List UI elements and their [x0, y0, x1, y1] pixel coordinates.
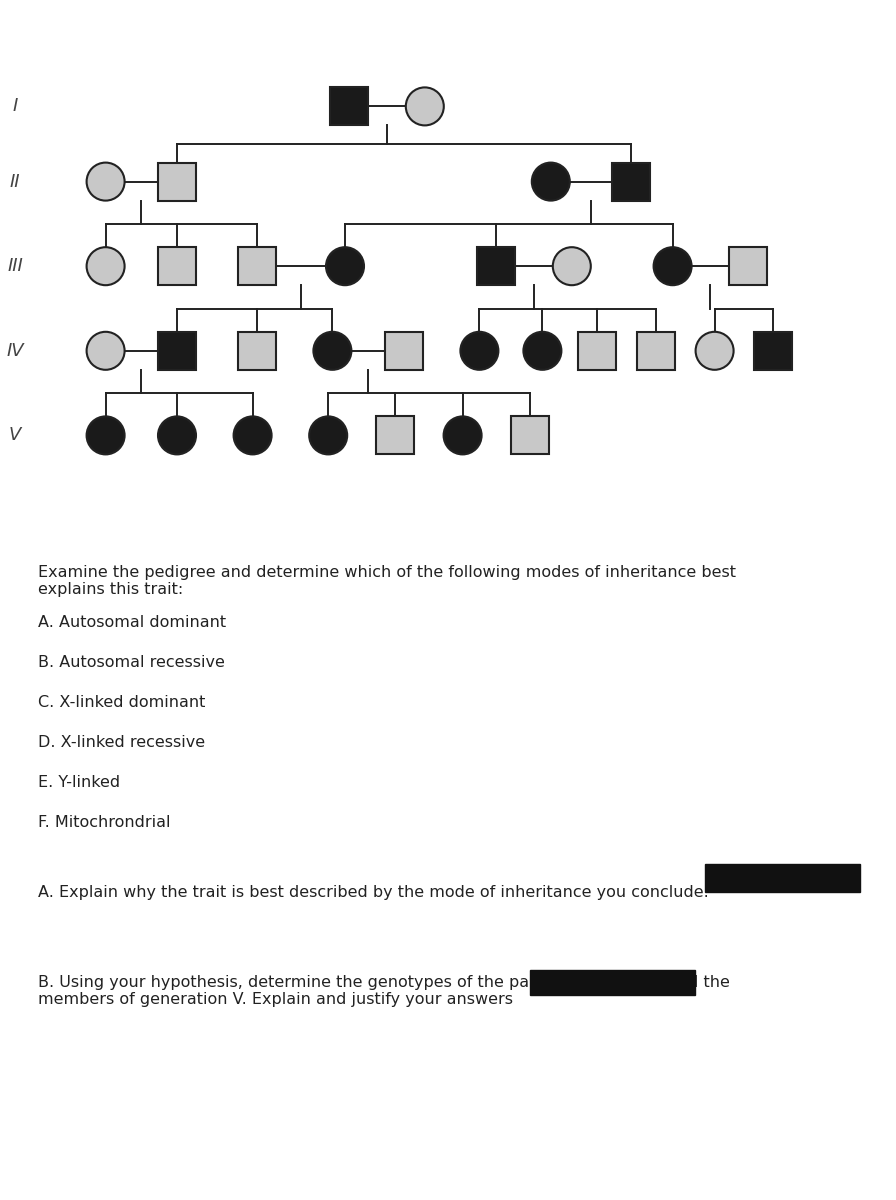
Text: A. Explain why the trait is best described by the mode of inheritance you conclu: A. Explain why the trait is best describ… [38, 886, 709, 900]
Circle shape [87, 247, 125, 286]
Text: B. Using your hypothesis, determine the genotypes of the pair in generation I an: B. Using your hypothesis, determine the … [38, 974, 730, 1008]
Circle shape [461, 331, 498, 370]
Bar [237, 331, 276, 370]
Circle shape [695, 331, 734, 370]
Bar [158, 247, 196, 286]
Bar [612, 162, 650, 200]
Text: III: III [7, 257, 23, 275]
Bar [530, 970, 695, 995]
Circle shape [532, 162, 570, 200]
Bar [384, 331, 423, 370]
Text: IV: IV [6, 342, 24, 360]
Bar [511, 416, 548, 455]
Circle shape [553, 247, 590, 286]
Bar [729, 247, 767, 286]
Text: E. Y-linked: E. Y-linked [38, 775, 120, 790]
Bar [637, 331, 675, 370]
Text: F. Mitochrondrial: F. Mitochrondrial [38, 815, 170, 830]
Circle shape [444, 416, 482, 455]
Bar [158, 331, 196, 370]
Bar [705, 864, 860, 892]
Circle shape [87, 162, 125, 200]
Circle shape [406, 88, 444, 126]
Circle shape [234, 416, 271, 455]
Bar [331, 88, 368, 125]
Circle shape [314, 331, 351, 370]
Text: B. Autosomal recessive: B. Autosomal recessive [38, 655, 225, 670]
Bar [754, 331, 792, 370]
Circle shape [326, 247, 364, 286]
Circle shape [653, 247, 692, 286]
Circle shape [309, 416, 347, 455]
Bar [478, 247, 515, 286]
Text: A. Autosomal dominant: A. Autosomal dominant [38, 614, 226, 630]
Bar [158, 162, 196, 200]
Circle shape [523, 331, 562, 370]
Circle shape [158, 416, 196, 455]
Text: II: II [10, 173, 21, 191]
Bar [237, 247, 276, 286]
Text: C. X-linked dominant: C. X-linked dominant [38, 695, 205, 710]
Text: Examine the pedigree and determine which of the following modes of inheritance b: Examine the pedigree and determine which… [38, 565, 736, 598]
Text: I: I [13, 97, 18, 115]
Circle shape [87, 416, 125, 455]
Bar [578, 331, 616, 370]
Text: V: V [9, 426, 22, 444]
Bar [376, 416, 414, 455]
Circle shape [87, 331, 125, 370]
Text: D. X-linked recessive: D. X-linked recessive [38, 734, 205, 750]
